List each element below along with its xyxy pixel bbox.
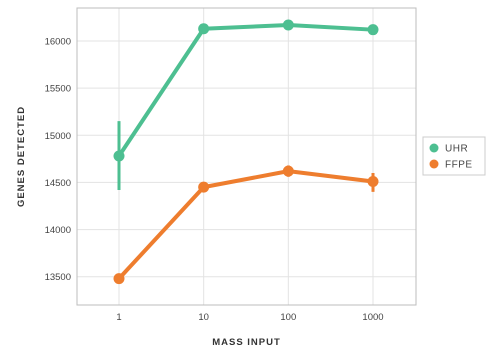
- legend-label-uhr: UHR: [445, 144, 468, 155]
- data-point-uhr: [282, 19, 294, 31]
- x-tick-label: 10: [198, 312, 209, 323]
- legend-marker-uhr: [429, 143, 439, 153]
- y-axis-title: GENES DETECTED: [16, 106, 27, 207]
- x-axis-title: MASS INPUT: [212, 337, 281, 348]
- series-ffpe: [113, 165, 379, 285]
- y-tick-label: 14500: [45, 178, 71, 189]
- y-tick-label: 13500: [45, 272, 71, 283]
- data-point-uhr: [113, 150, 125, 162]
- series-layer: [113, 19, 379, 285]
- x-tick-label: 1: [116, 312, 121, 323]
- legend: UHR FFPE: [422, 136, 486, 176]
- x-tick-label: 1000: [362, 312, 383, 323]
- x-axis-ticks: 1 10 100 1000: [116, 312, 383, 323]
- x-tick-label: 100: [280, 312, 296, 323]
- series-line-ffpe: [117, 169, 375, 281]
- series-uhr: [113, 19, 379, 190]
- legend-label-ffpe: FFPE: [445, 160, 473, 171]
- y-tick-label: 16000: [45, 37, 71, 48]
- series-line-uhr: [117, 22, 375, 159]
- legend-marker-ffpe: [429, 159, 439, 169]
- grid-lines: [77, 8, 416, 305]
- data-point-ffpe: [367, 175, 379, 187]
- data-point-ffpe: [198, 181, 210, 193]
- y-axis-ticks: 13500 14000 14500 15000 15500 16000: [45, 37, 71, 284]
- y-tick-label: 14000: [45, 225, 71, 236]
- legend-box: [422, 136, 486, 176]
- y-tick-label: 15000: [45, 131, 71, 142]
- plot-area-frame: [76, 7, 417, 306]
- y-tick-label: 15500: [45, 84, 71, 95]
- data-point-uhr: [198, 23, 210, 35]
- data-point-uhr: [367, 24, 379, 36]
- data-point-ffpe: [282, 165, 294, 177]
- data-point-ffpe: [113, 273, 125, 285]
